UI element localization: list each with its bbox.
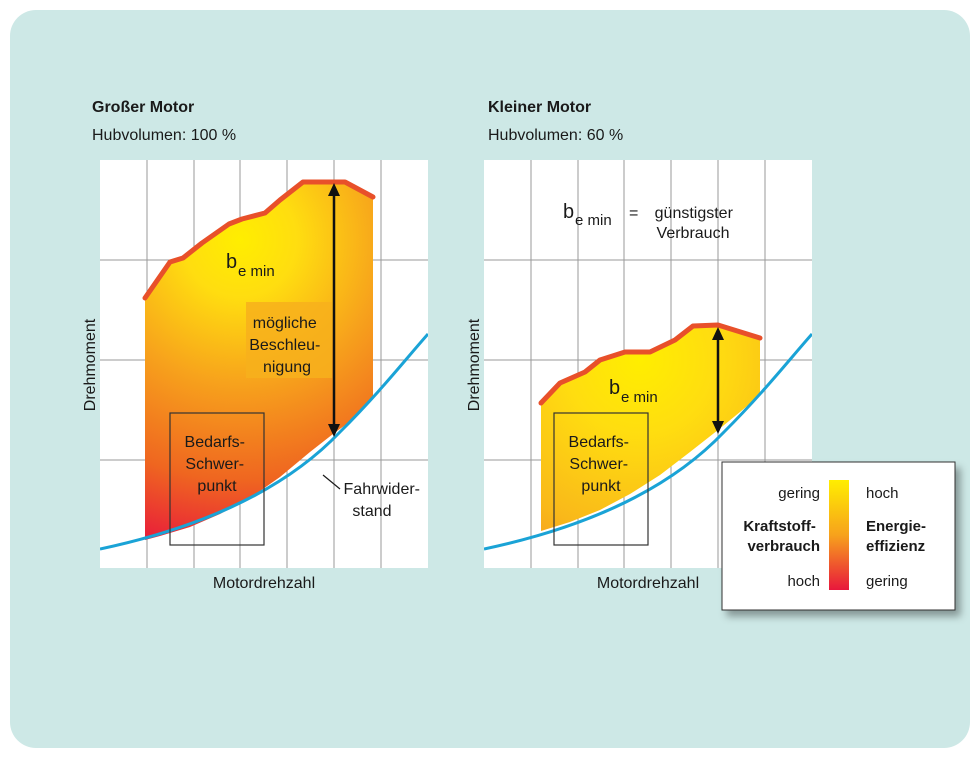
right-resistance-curve bbox=[484, 333, 812, 551]
svg-text:e min: e min bbox=[575, 212, 612, 229]
left-demand-label: Bedarfs- Schwer- punkt bbox=[185, 434, 250, 495]
right-subtitle: Hubvolumen: 60 % bbox=[488, 127, 623, 144]
svg-text:e min: e min bbox=[621, 389, 658, 406]
right-x-axis-label: Motordrehzahl bbox=[597, 575, 699, 592]
right-full-load-line bbox=[538, 322, 763, 406]
left-acceleration-label: mögliche Beschleu- nigung bbox=[249, 315, 325, 376]
svg-text:b: b bbox=[563, 201, 574, 223]
left-subtitle: Hubvolumen: 100 % bbox=[92, 127, 236, 144]
left-title: Großer Motor bbox=[92, 99, 194, 116]
left-demand-box bbox=[169, 412, 265, 546]
legend-efficiency-title: Energie- effizienz bbox=[866, 518, 930, 555]
right-y-axis-label: Drehmoment bbox=[466, 318, 483, 411]
left-x-axis-label: Motordrehzahl bbox=[213, 575, 315, 592]
legend-fuel-top: gering bbox=[778, 485, 820, 502]
right-arrow-head-down bbox=[712, 421, 724, 434]
legend-efficiency-top: hoch bbox=[866, 485, 899, 502]
svg-text:e min: e min bbox=[238, 263, 275, 280]
bemin-definition: b e min = günstigster Verbrauch bbox=[563, 201, 738, 242]
legend-fuel-title: Kraftstoff- verbrauch bbox=[743, 518, 820, 555]
right-title: Kleiner Motor bbox=[488, 99, 591, 116]
svg-text:b: b bbox=[609, 377, 620, 399]
left-full-load-line bbox=[142, 179, 376, 301]
left-y-axis-label: Drehmoment bbox=[82, 318, 99, 411]
left-acceleration-label-bg bbox=[246, 302, 332, 378]
svg-text:günstigster Verbrauch: günstigster Verbrauch bbox=[655, 205, 738, 242]
left-bemin-label: b e min bbox=[226, 251, 275, 280]
legend: gering Kraftstoff- verbrauch hoch hoch E… bbox=[721, 461, 956, 611]
right-efficiency-map bbox=[541, 325, 760, 531]
legend-fuel-bottom: hoch bbox=[787, 573, 820, 590]
right-arrow-head-up bbox=[712, 327, 724, 340]
legend-color-scale bbox=[829, 480, 849, 590]
svg-text:=: = bbox=[629, 205, 638, 222]
left-arrow-head-down bbox=[328, 424, 340, 437]
svg-text:b: b bbox=[226, 251, 237, 273]
right-bemin-label: b e min bbox=[609, 377, 658, 406]
left-arrow-head-up bbox=[328, 183, 340, 196]
left-resistance-curve bbox=[100, 333, 428, 551]
right-demand-box bbox=[553, 412, 649, 546]
left-resistance-leader bbox=[322, 474, 341, 490]
left-diagram: Großer Motor Hubvolumen: 100 % Bedarfs- … bbox=[82, 99, 428, 592]
left-resistance-label: Fahrwider- stand bbox=[344, 481, 425, 520]
legend-efficiency-bottom: gering bbox=[866, 573, 908, 590]
right-demand-label: Bedarfs- Schwer- punkt bbox=[569, 434, 634, 495]
